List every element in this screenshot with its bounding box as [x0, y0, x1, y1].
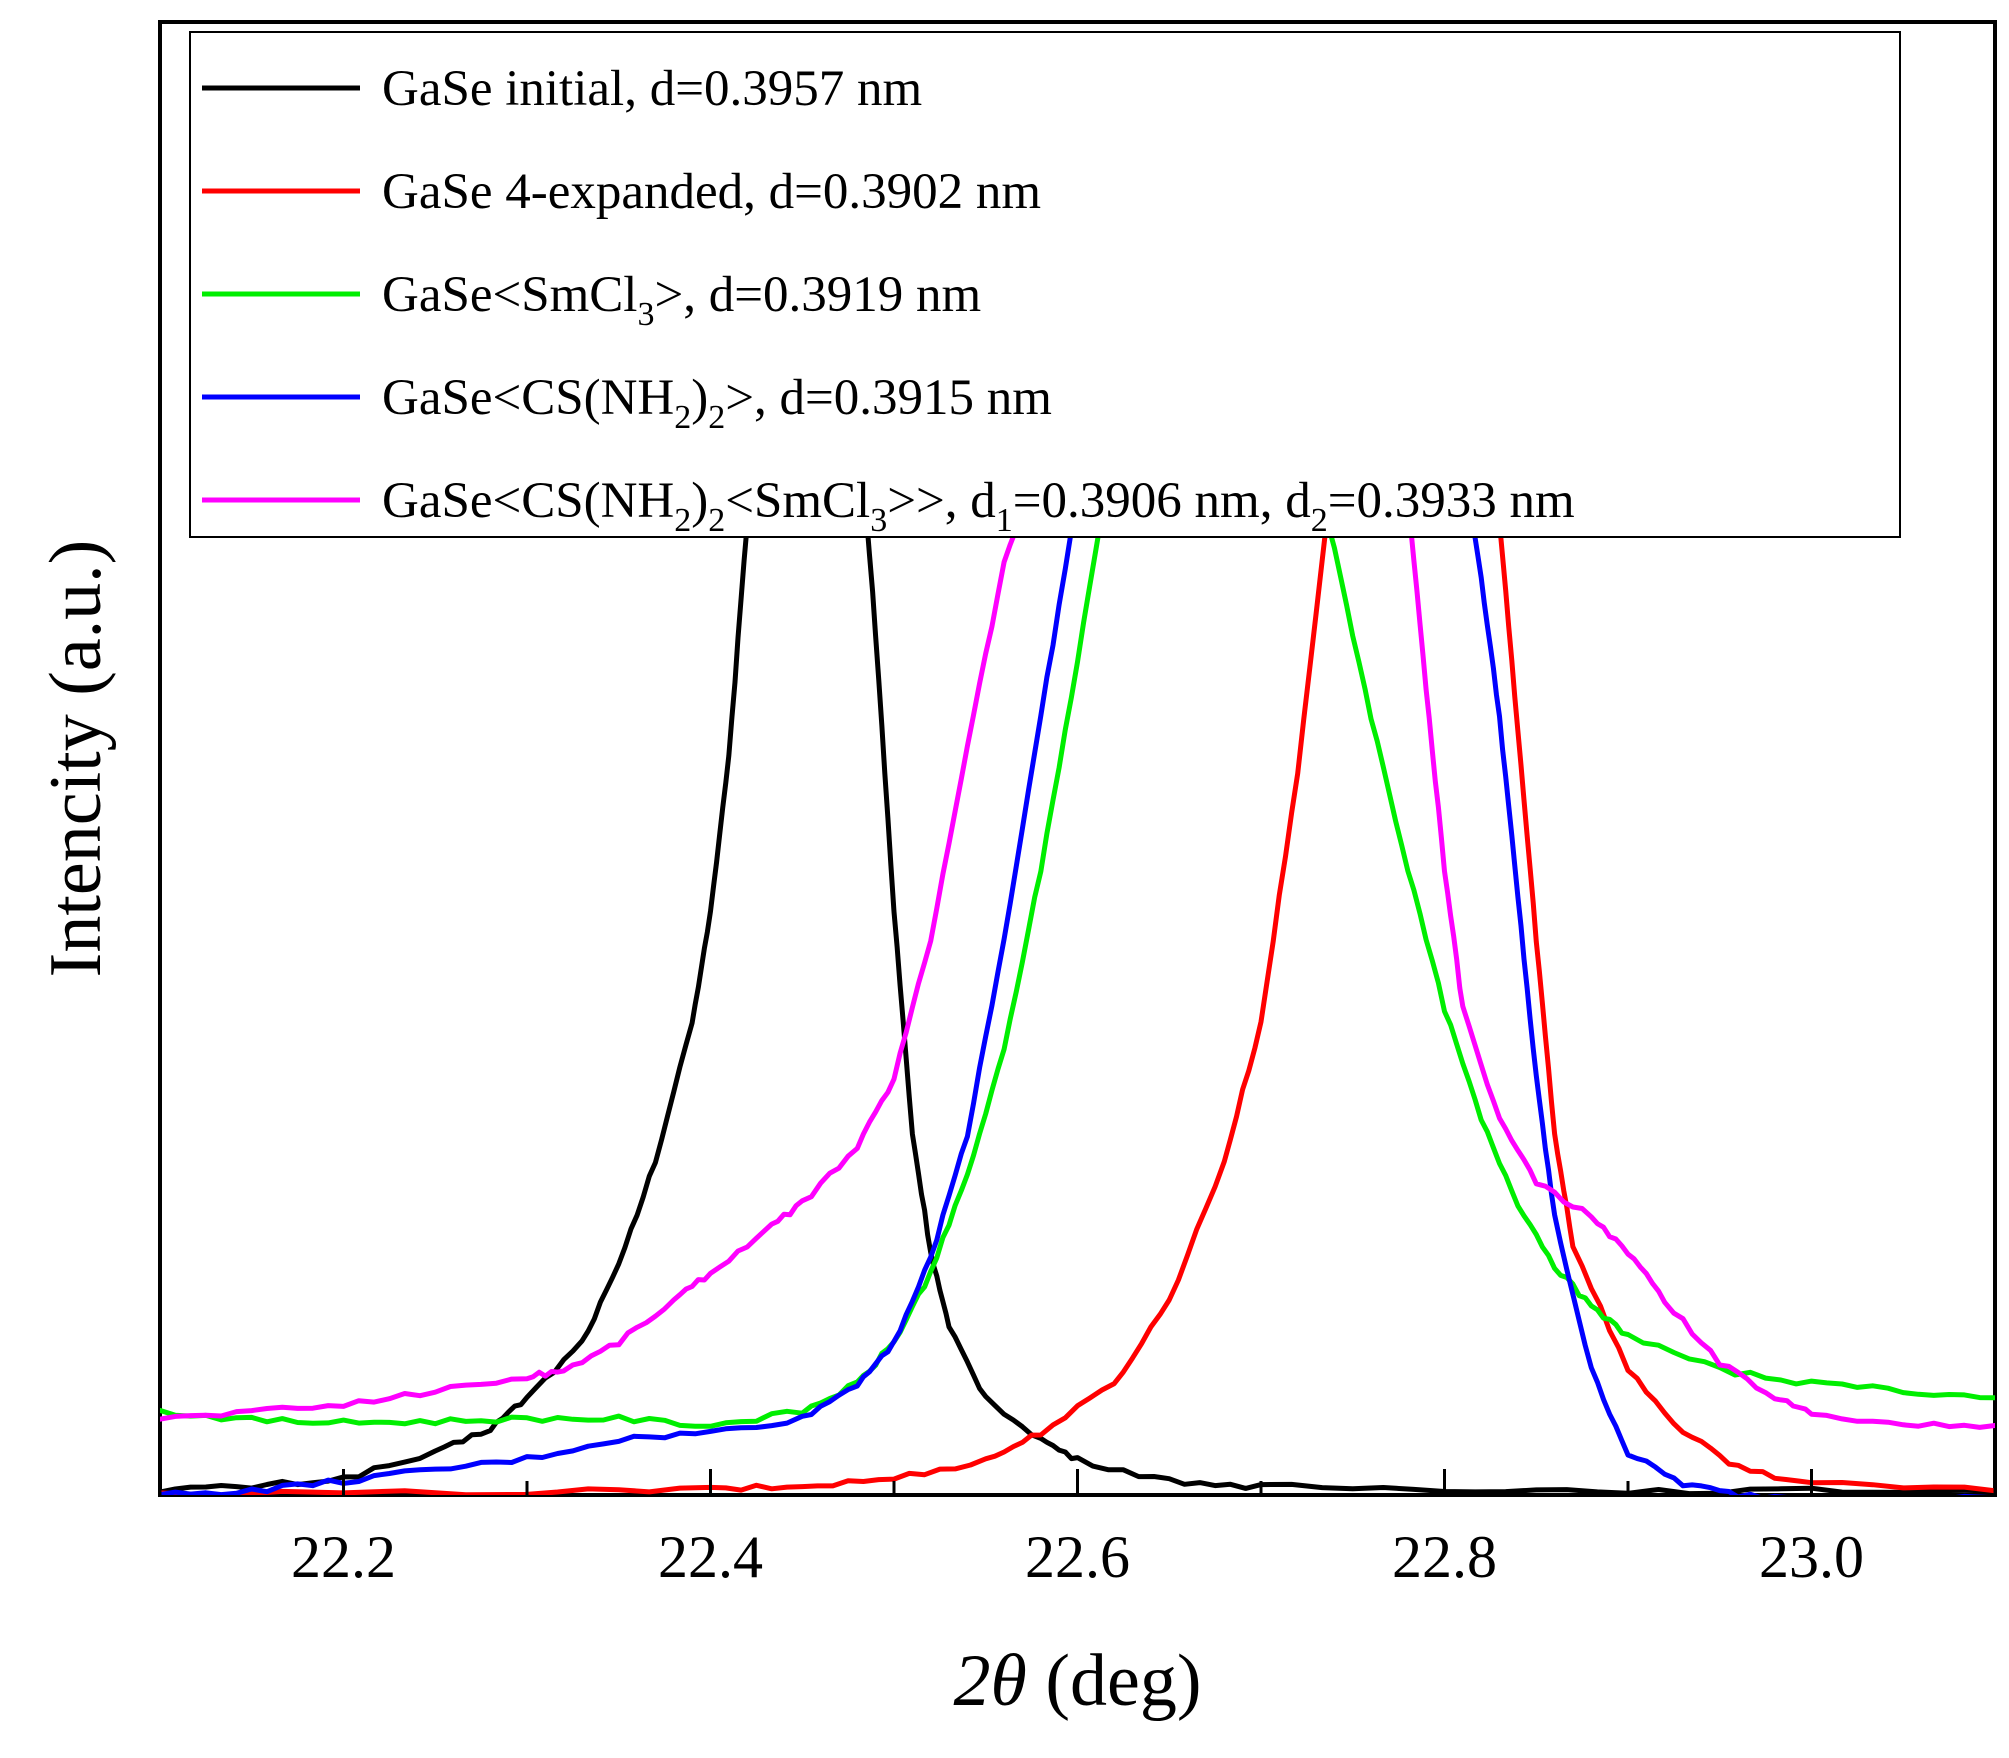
legend-item-5: GaSe<CS(NH2)2<SmCl3>>, d1=0.3906 nm, d2=…: [202, 473, 1575, 539]
legend-box: [189, 31, 1901, 538]
x-tick-label: 22.4: [658, 1524, 763, 1590]
legend: GaSe initial, d=0.3957 nm GaSe 4-expanded…: [189, 31, 1901, 539]
legend-label: GaSe<SmCl3>, d=0.3919 nm: [382, 267, 981, 333]
legend-label: GaSe initial, d=0.3957 nm: [382, 61, 922, 117]
legend-item-3: GaSe<SmCl3>, d=0.3919 nm: [202, 267, 981, 333]
legend-item-1: GaSe initial, d=0.3957 nm: [202, 61, 922, 117]
legend-label: GaSe<CS(NH2)2<SmCl3>>, d1=0.3906 nm, d2=…: [382, 473, 1575, 539]
x-tick-label: 22.6: [1025, 1524, 1130, 1590]
x-tick-label: 23.0: [1759, 1524, 1864, 1590]
x-axis: 22.2 22.4 22.6 22.8 23.0: [158, 1469, 1997, 1590]
x-axis-title: 2θ (deg): [954, 1640, 1202, 1722]
legend-label: GaSe<CS(NH2)2>, d=0.3915 nm: [382, 370, 1052, 436]
x-tick-label: 22.8: [1392, 1524, 1497, 1590]
legend-label: GaSe 4-expanded, d=0.3902 nm: [382, 164, 1041, 220]
x-axis-unit: (deg): [1045, 1640, 1201, 1722]
legend-item-2: GaSe 4-expanded, d=0.3902 nm: [202, 164, 1041, 220]
x-tick-label: 22.2: [291, 1524, 396, 1590]
legend-item-4: GaSe<CS(NH2)2>, d=0.3915 nm: [202, 370, 1052, 436]
y-axis-title: Intencity (a.u.): [35, 540, 117, 978]
x-axis-symbol: 2θ: [954, 1640, 1027, 1722]
